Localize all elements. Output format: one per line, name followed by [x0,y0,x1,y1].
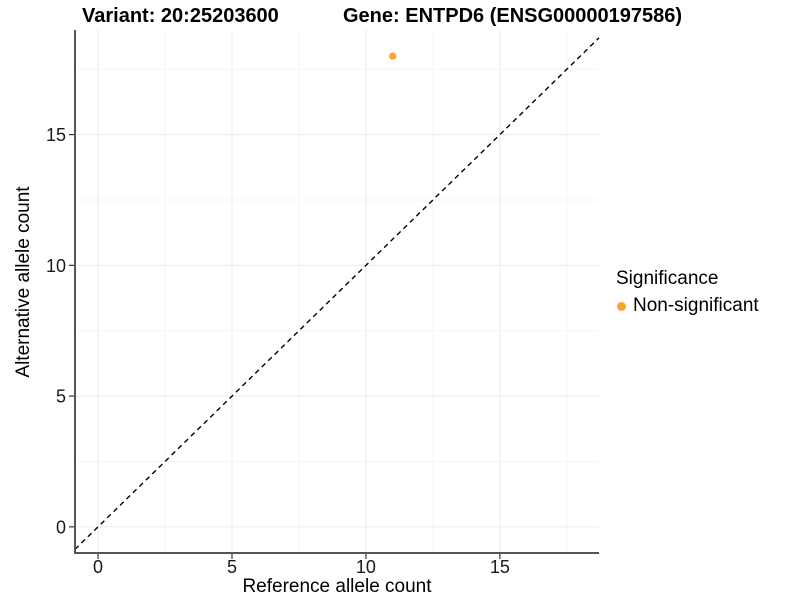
legend-dot-icon [617,301,626,311]
svg-text:15: 15 [46,125,66,145]
y-axis-title: Alternative allele count [13,186,34,378]
svg-text:10: 10 [46,256,66,276]
variant-title: Variant: 20:25203600 [82,5,279,27]
svg-text:0: 0 [93,557,103,577]
legend-title: Significance [616,268,719,289]
svg-text:5: 5 [227,557,237,577]
legend-item-non-significant: Non-significant [616,295,759,317]
svg-text:10: 10 [356,557,376,577]
legend-item-label: Non-significant [633,295,759,316]
legend: Significance Non-significant [616,268,759,317]
svg-text:15: 15 [490,557,510,577]
x-axis-title: Reference allele count [242,576,432,597]
gene-title: Gene: ENTPD6 (ENSG00000197586) [343,5,683,27]
svg-text:5: 5 [56,387,66,407]
svg-text:0: 0 [56,517,66,537]
